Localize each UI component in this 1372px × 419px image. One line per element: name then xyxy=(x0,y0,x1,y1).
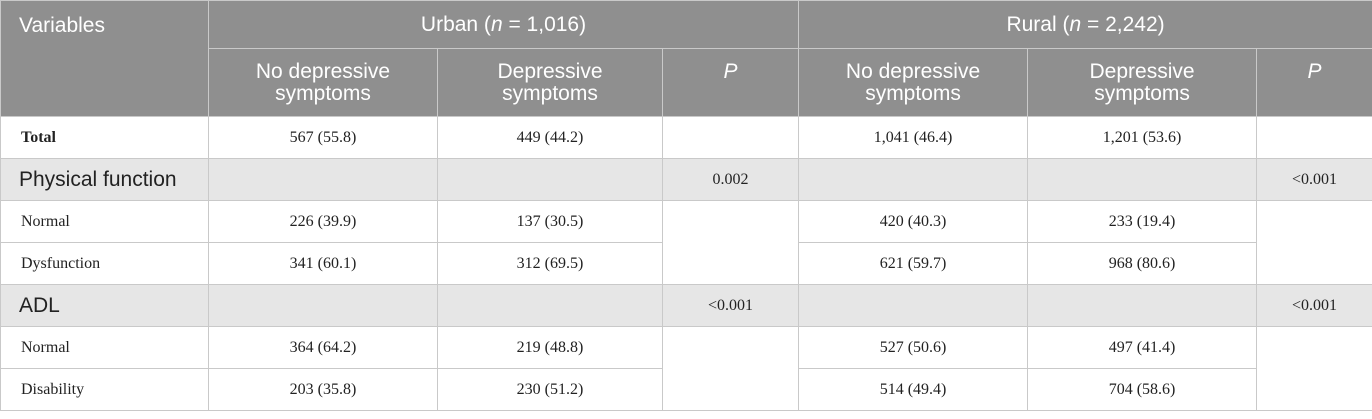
cell-empty xyxy=(208,284,438,327)
row-label: Dysfunction xyxy=(0,242,209,285)
cell-urban-p xyxy=(661,116,800,159)
header-line: No depressive xyxy=(255,59,391,83)
cell-rural-no-dep: 514 (49.4) xyxy=(798,368,1029,411)
header-line: Depressive xyxy=(1089,59,1195,83)
cell-rural-dep: 704 (58.6) xyxy=(1027,368,1258,411)
rural-dep-header: Depressive symptoms xyxy=(1027,48,1258,117)
cell-urban-no-dep: 567 (55.8) xyxy=(208,116,438,159)
header-row-groups: Variables Urban (n = 1,016) Rural (n = 2… xyxy=(0,0,1372,117)
cell-urban-dep: 449 (44.2) xyxy=(437,116,663,159)
cell-empty xyxy=(437,158,663,201)
row-label: Normal xyxy=(0,200,209,243)
table-row-adl-normal: Normal 364 (64.2) 219 (48.8) 527 (50.6) … xyxy=(0,326,1372,411)
rural-name: Rural ( xyxy=(1006,12,1070,36)
section-row-adl: ADL <0.001 <0.001 xyxy=(0,284,1372,327)
rural-group-header: Rural (n = 2,242) xyxy=(798,0,1372,49)
urban-p-header: P xyxy=(661,48,800,117)
header-line: symptoms xyxy=(1094,81,1190,105)
table-row-adl-disability: Disability 203 (35.8) 230 (51.2) 514 (49… xyxy=(0,368,1372,411)
table-row-pf-dysfunction: Dysfunction 341 (60.1) 312 (69.5) 621 (5… xyxy=(0,242,1372,285)
urban-dep-header: Depressive symptoms xyxy=(437,48,663,117)
header-line: symptoms xyxy=(275,81,371,105)
variables-header: Variables xyxy=(0,0,209,117)
cell-rural-dep: 968 (80.6) xyxy=(1027,242,1258,285)
urban-group-header: Urban (n = 1,016) xyxy=(207,0,800,49)
table-row-total: Total 567 (55.8) 449 (44.2) 1,041 (46.4)… xyxy=(0,116,1372,159)
cell-empty xyxy=(798,284,1029,327)
cell-urban-dep: 230 (51.2) xyxy=(437,368,663,411)
cell-urban-dep: 137 (30.5) xyxy=(437,200,663,243)
cell-empty xyxy=(1027,284,1258,327)
cell-empty xyxy=(1027,158,1258,201)
cell-urban-p-merged xyxy=(661,200,800,285)
header-row-sub: No depressive symptoms Depressive symptoms… xyxy=(1,48,1372,117)
cell-rural-no-dep: 621 (59.7) xyxy=(798,242,1029,285)
cell-urban-p: 0.002 xyxy=(661,158,800,201)
cell-rural-dep: 233 (19.4) xyxy=(1027,200,1258,243)
cell-empty xyxy=(437,284,663,327)
header-line: No depressive xyxy=(845,59,981,83)
cell-rural-no-dep: 420 (40.3) xyxy=(798,200,1029,243)
rural-n-symbol: n xyxy=(1069,12,1082,36)
header-line: Depressive xyxy=(497,59,603,83)
cell-rural-p xyxy=(1256,116,1372,159)
cell-empty xyxy=(798,158,1029,201)
cell-urban-p-merged xyxy=(661,326,800,411)
cell-rural-p: <0.001 xyxy=(1256,284,1372,327)
cell-rural-no-dep: 1,041 (46.4) xyxy=(798,116,1029,159)
row-label: Total xyxy=(0,116,209,159)
urban-n-symbol: n xyxy=(490,12,503,36)
cell-rural-no-dep: 527 (50.6) xyxy=(798,326,1029,369)
urban-no-dep-header: No depressive symptoms xyxy=(208,48,438,117)
cell-urban-dep: 219 (48.8) xyxy=(437,326,663,369)
rural-p-header: P xyxy=(1256,48,1372,117)
section-label: Physical function xyxy=(0,158,209,201)
section-label: ADL xyxy=(0,284,209,327)
section-row-physical-function: Physical function 0.002 <0.001 xyxy=(0,158,1372,201)
cell-urban-no-dep: 341 (60.1) xyxy=(208,242,438,285)
rural-n-value: = 2,242) xyxy=(1081,12,1165,36)
header-line: symptoms xyxy=(502,81,598,105)
header-line: symptoms xyxy=(865,81,961,105)
cell-urban-no-dep: 364 (64.2) xyxy=(208,326,438,369)
cell-empty xyxy=(208,158,438,201)
row-label: Disability xyxy=(0,368,209,411)
cell-urban-dep: 312 (69.5) xyxy=(437,242,663,285)
cell-urban-p: <0.001 xyxy=(661,284,800,327)
cell-rural-dep: 497 (41.4) xyxy=(1027,326,1258,369)
rural-no-dep-header: No depressive symptoms xyxy=(798,48,1029,117)
cell-urban-no-dep: 226 (39.9) xyxy=(208,200,438,243)
cell-urban-no-dep: 203 (35.8) xyxy=(208,368,438,411)
urban-name: Urban ( xyxy=(420,12,491,36)
urban-n-value: = 1,016) xyxy=(502,12,587,36)
cell-rural-p: <0.001 xyxy=(1256,158,1372,201)
row-label: Normal xyxy=(0,326,209,369)
cell-rural-p-merged xyxy=(1256,200,1372,285)
table-row-pf-normal: Normal 226 (39.9) 137 (30.5) 420 (40.3) … xyxy=(0,200,1372,285)
cell-rural-p-merged xyxy=(1256,326,1372,411)
cell-rural-dep: 1,201 (53.6) xyxy=(1027,116,1258,159)
